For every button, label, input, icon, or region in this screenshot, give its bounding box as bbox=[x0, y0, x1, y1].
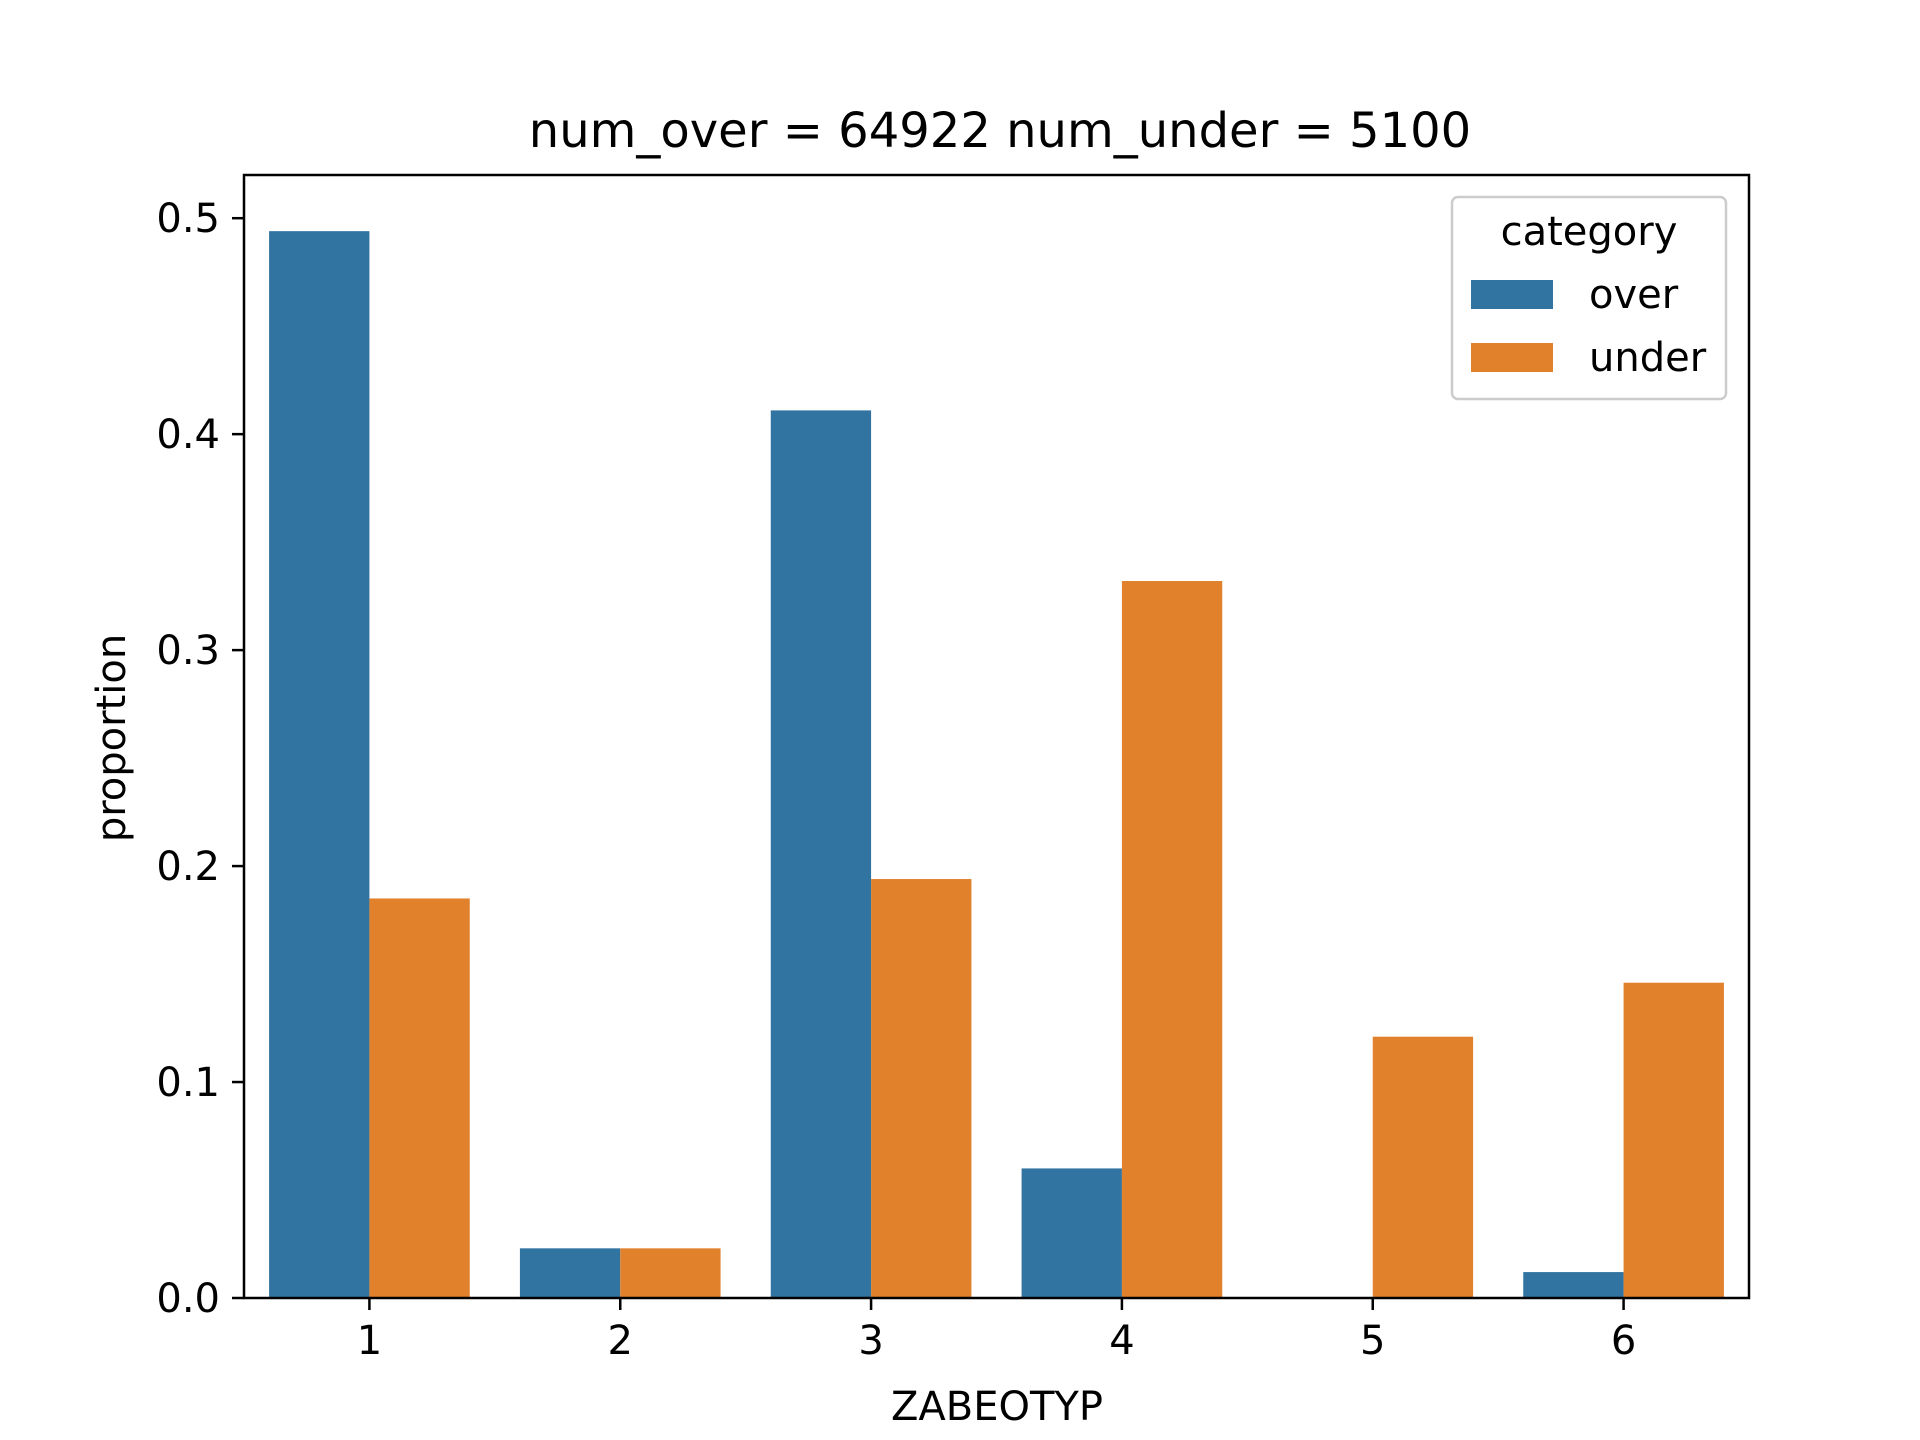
bar-over-2 bbox=[519, 1248, 621, 1298]
x-tick-label: 3 bbox=[858, 1318, 883, 1364]
x-tick-label: 4 bbox=[1109, 1318, 1134, 1364]
bar-under-4 bbox=[1121, 581, 1223, 1298]
legend-swatch-under bbox=[1471, 343, 1553, 372]
bar-over-3 bbox=[770, 410, 872, 1298]
bar-under-1 bbox=[369, 898, 470, 1298]
x-tick-label: 5 bbox=[1360, 1318, 1385, 1364]
y-axis-label: proportion bbox=[89, 634, 135, 842]
bar-under-3 bbox=[871, 879, 972, 1298]
bar-under-5 bbox=[1372, 1036, 1474, 1298]
legend-title: category bbox=[1501, 209, 1678, 255]
bar-under-6 bbox=[1623, 982, 1724, 1298]
bar-over-6 bbox=[1523, 1272, 1624, 1298]
legend: category over under bbox=[1450, 195, 1728, 401]
y-tick-label: 0.5 bbox=[156, 196, 220, 242]
bar-over-1 bbox=[269, 231, 370, 1298]
x-tick-label: 2 bbox=[608, 1318, 633, 1364]
x-tick-label: 1 bbox=[357, 1318, 382, 1364]
x-axis: 1 2 3 4 5 6 bbox=[357, 1298, 1636, 1364]
y-tick-label: 0.3 bbox=[156, 628, 220, 674]
y-tick-label: 0.2 bbox=[156, 844, 220, 890]
bars-layer bbox=[269, 231, 1724, 1298]
x-axis-label: ZABEOTYP bbox=[891, 1384, 1103, 1430]
legend-swatch-over bbox=[1471, 280, 1553, 309]
legend-label-under: under bbox=[1589, 335, 1707, 381]
bar-under-2 bbox=[620, 1248, 721, 1298]
y-axis: 0.0 0.1 0.2 0.3 0.4 0.5 bbox=[156, 196, 244, 1322]
plot-frame bbox=[242, 173, 1751, 1300]
y-tick-label: 0.1 bbox=[156, 1060, 220, 1106]
y-tick-label: 0.4 bbox=[156, 412, 220, 458]
x-tick-label: 6 bbox=[1611, 1318, 1636, 1364]
chart-title: num_over = 64922 num_under = 5100 bbox=[529, 103, 1471, 159]
y-tick-label: 0.0 bbox=[156, 1276, 220, 1322]
bar-over-4 bbox=[1021, 1168, 1122, 1298]
legend-label-over: over bbox=[1589, 272, 1679, 318]
